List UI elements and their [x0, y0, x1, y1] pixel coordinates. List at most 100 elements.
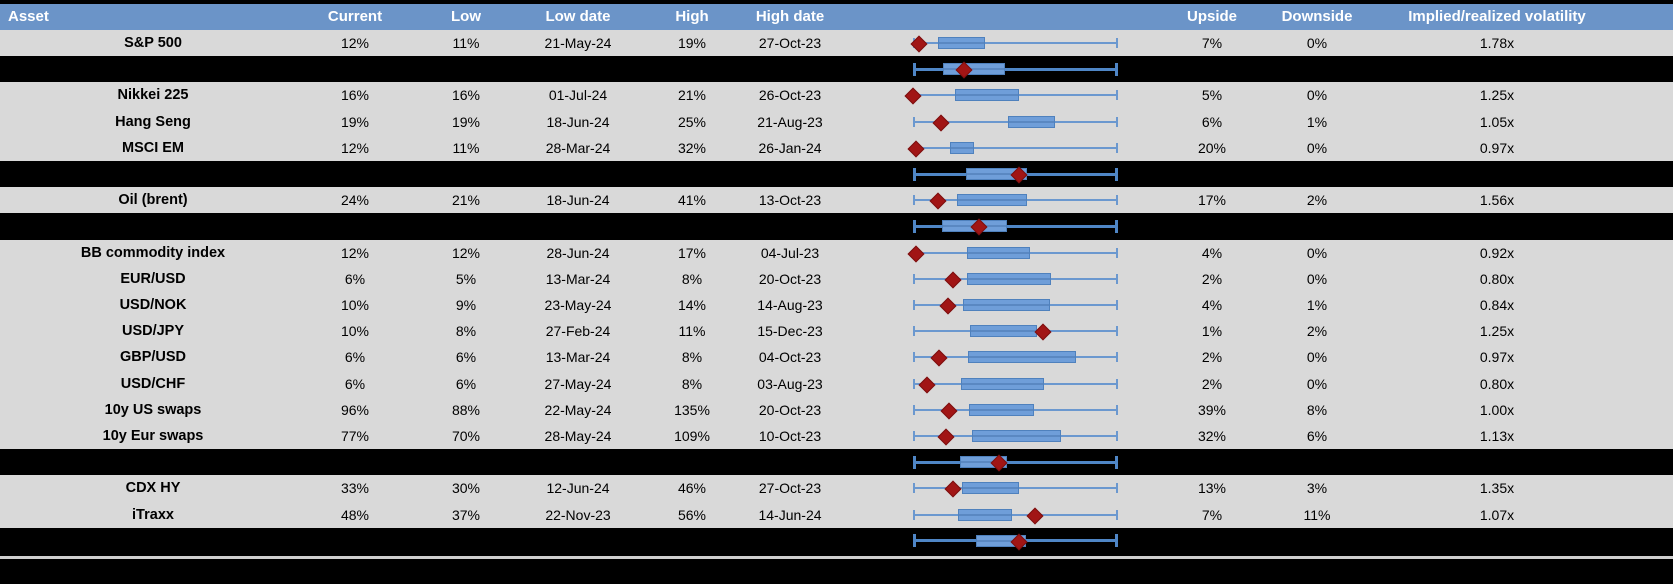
boxplot	[913, 292, 1118, 318]
range-box	[969, 403, 1034, 416]
boxplot	[913, 475, 1118, 501]
cell-implied-realized: 1.13x	[1479, 428, 1515, 444]
table-row: Nikkei 225 16% 16% 01-Jul-24 21% 26-Oct-23 5% 0…	[0, 82, 1673, 109]
whisker-tick-right	[1115, 534, 1118, 548]
cell-current: 10%	[340, 297, 370, 313]
cell-low: 6%	[455, 375, 477, 392]
current-diamond-marker	[907, 140, 925, 158]
column-header-high-date: High date	[755, 8, 825, 25]
cell-downside: 0%	[1306, 244, 1328, 261]
current-diamond-marker	[937, 428, 955, 446]
column-header-low: Low	[451, 8, 481, 25]
whisker-tick-left	[913, 378, 915, 389]
cell-low: 11%	[452, 139, 480, 156]
boxplot	[913, 266, 1118, 292]
current-diamond-marker	[939, 297, 957, 315]
table-row: iTraxx 48% 37% 22-Nov-23 56% 14-Jun-24 7% 11% 1.…	[0, 501, 1673, 528]
cell-high: 21%	[677, 87, 707, 104]
cell-high: 41%	[677, 192, 707, 209]
cell-implied-realized: 1.56x	[1479, 192, 1515, 209]
cell-low-date: 12-Jun-24	[546, 480, 610, 497]
cell-high-date: 14-Jun-24	[758, 506, 822, 523]
whisker-tick-right	[1116, 404, 1118, 415]
whisker-tick-left	[913, 352, 915, 363]
cell-low-date: 18-Jun-24	[546, 192, 610, 209]
cell-high: 46%	[677, 480, 707, 497]
cell-low: 21%	[451, 192, 481, 209]
whisker-tick-left	[913, 273, 915, 284]
cell-asset: CDX HY	[125, 480, 181, 497]
whisker-tick-left	[913, 62, 916, 76]
whisker-line	[913, 146, 1118, 149]
cell-low-date: 28-Jun-24	[546, 244, 610, 261]
cell-low-date: 22-May-24	[544, 401, 612, 418]
table-row: 10y Eur swaps 77% 70% 28-May-24 109% 10-Oct-2…	[0, 423, 1673, 450]
cell-current: 6%	[344, 349, 366, 366]
summary-row	[0, 213, 1673, 240]
current-diamond-marker	[929, 192, 947, 210]
column-header-high: High	[675, 8, 709, 25]
whisker-tick-left	[913, 404, 915, 415]
cell-high: 19%	[677, 35, 707, 51]
median-line	[963, 487, 1018, 490]
cell-high-date: 27-Oct-23	[758, 480, 822, 497]
whisker-tick-right	[1115, 167, 1118, 181]
boxplot	[913, 449, 1118, 475]
cell-asset: Hang Seng	[115, 113, 191, 130]
cell-implied-realized: 1.78x	[1479, 35, 1515, 51]
median-line	[969, 356, 1075, 359]
range-box	[972, 430, 1061, 443]
cell-low: 12%	[451, 244, 481, 261]
range-box	[958, 508, 1013, 521]
boxplot	[913, 161, 1118, 187]
whisker-tick-right	[1116, 90, 1118, 101]
cell-high: 8%	[681, 375, 703, 392]
boxplot	[907, 135, 1118, 161]
cell-low: 30%	[451, 480, 481, 497]
cell-high-date: 26-Oct-23	[758, 87, 822, 104]
cell-low-date: 01-Jul-24	[548, 87, 608, 104]
summary-row	[0, 449, 1673, 476]
column-header-current: Current	[327, 8, 383, 25]
cell-upside: 4%	[1201, 297, 1223, 313]
table-row: Oil (brent) 24% 21% 18-Jun-24 41% 13-Oct-23 17…	[0, 187, 1673, 214]
table-row: GBP/USD 6% 6% 13-Mar-24 8% 04-Oct-23 2% 0% 0.97x	[0, 344, 1673, 371]
median-line	[968, 251, 1029, 254]
cell-high-date: 26-Jan-24	[758, 139, 822, 156]
cell-asset: USD/CHF	[120, 375, 186, 392]
whisker-tick-right	[1116, 116, 1118, 127]
cell-low-date: 13-Mar-24	[545, 270, 611, 287]
whisker-tick-left	[913, 219, 916, 233]
cell-high-date: 21-Aug-23	[757, 113, 823, 130]
whisker-tick-right	[1116, 300, 1118, 311]
cell-high: 25%	[677, 113, 707, 130]
boxplot	[913, 371, 1118, 397]
median-line	[964, 304, 1050, 307]
cell-implied-realized: 0.84x	[1479, 297, 1515, 313]
current-diamond-marker	[932, 114, 950, 132]
cell-asset: USD/NOK	[119, 297, 187, 313]
cell-asset: Nikkei 225	[117, 87, 189, 104]
cell-asset: USD/JPY	[121, 323, 185, 340]
cell-low: 6%	[455, 349, 477, 366]
whisker-tick-right	[1116, 352, 1118, 363]
cell-downside: 2%	[1306, 323, 1328, 340]
range-box	[957, 194, 1027, 207]
range-box	[1008, 115, 1056, 128]
cell-asset: EUR/USD	[120, 270, 186, 287]
cell-downside: 0%	[1306, 35, 1328, 51]
current-diamond-marker	[940, 402, 958, 420]
whisker-tick-right	[1116, 378, 1118, 389]
cell-asset: S&P 500	[124, 35, 182, 51]
cell-downside: 11%	[1303, 506, 1331, 523]
cell-upside: 6%	[1201, 113, 1223, 130]
boxplot	[913, 397, 1118, 423]
cell-implied-realized: 0.80x	[1479, 270, 1515, 287]
whisker-tick-right	[1116, 38, 1118, 49]
cell-implied-realized: 1.00x	[1479, 401, 1515, 418]
table-row: USD/NOK 10% 9% 23-May-24 14% 14-Aug-23 4% 1% 0.8…	[0, 292, 1673, 319]
column-header-implied-realized-volatility: Implied/realized volatility	[1408, 8, 1586, 25]
table-row: EUR/USD 6% 5% 13-Mar-24 8% 20-Oct-23 2% 0% 0.80x	[0, 265, 1673, 292]
median-line	[970, 408, 1033, 411]
